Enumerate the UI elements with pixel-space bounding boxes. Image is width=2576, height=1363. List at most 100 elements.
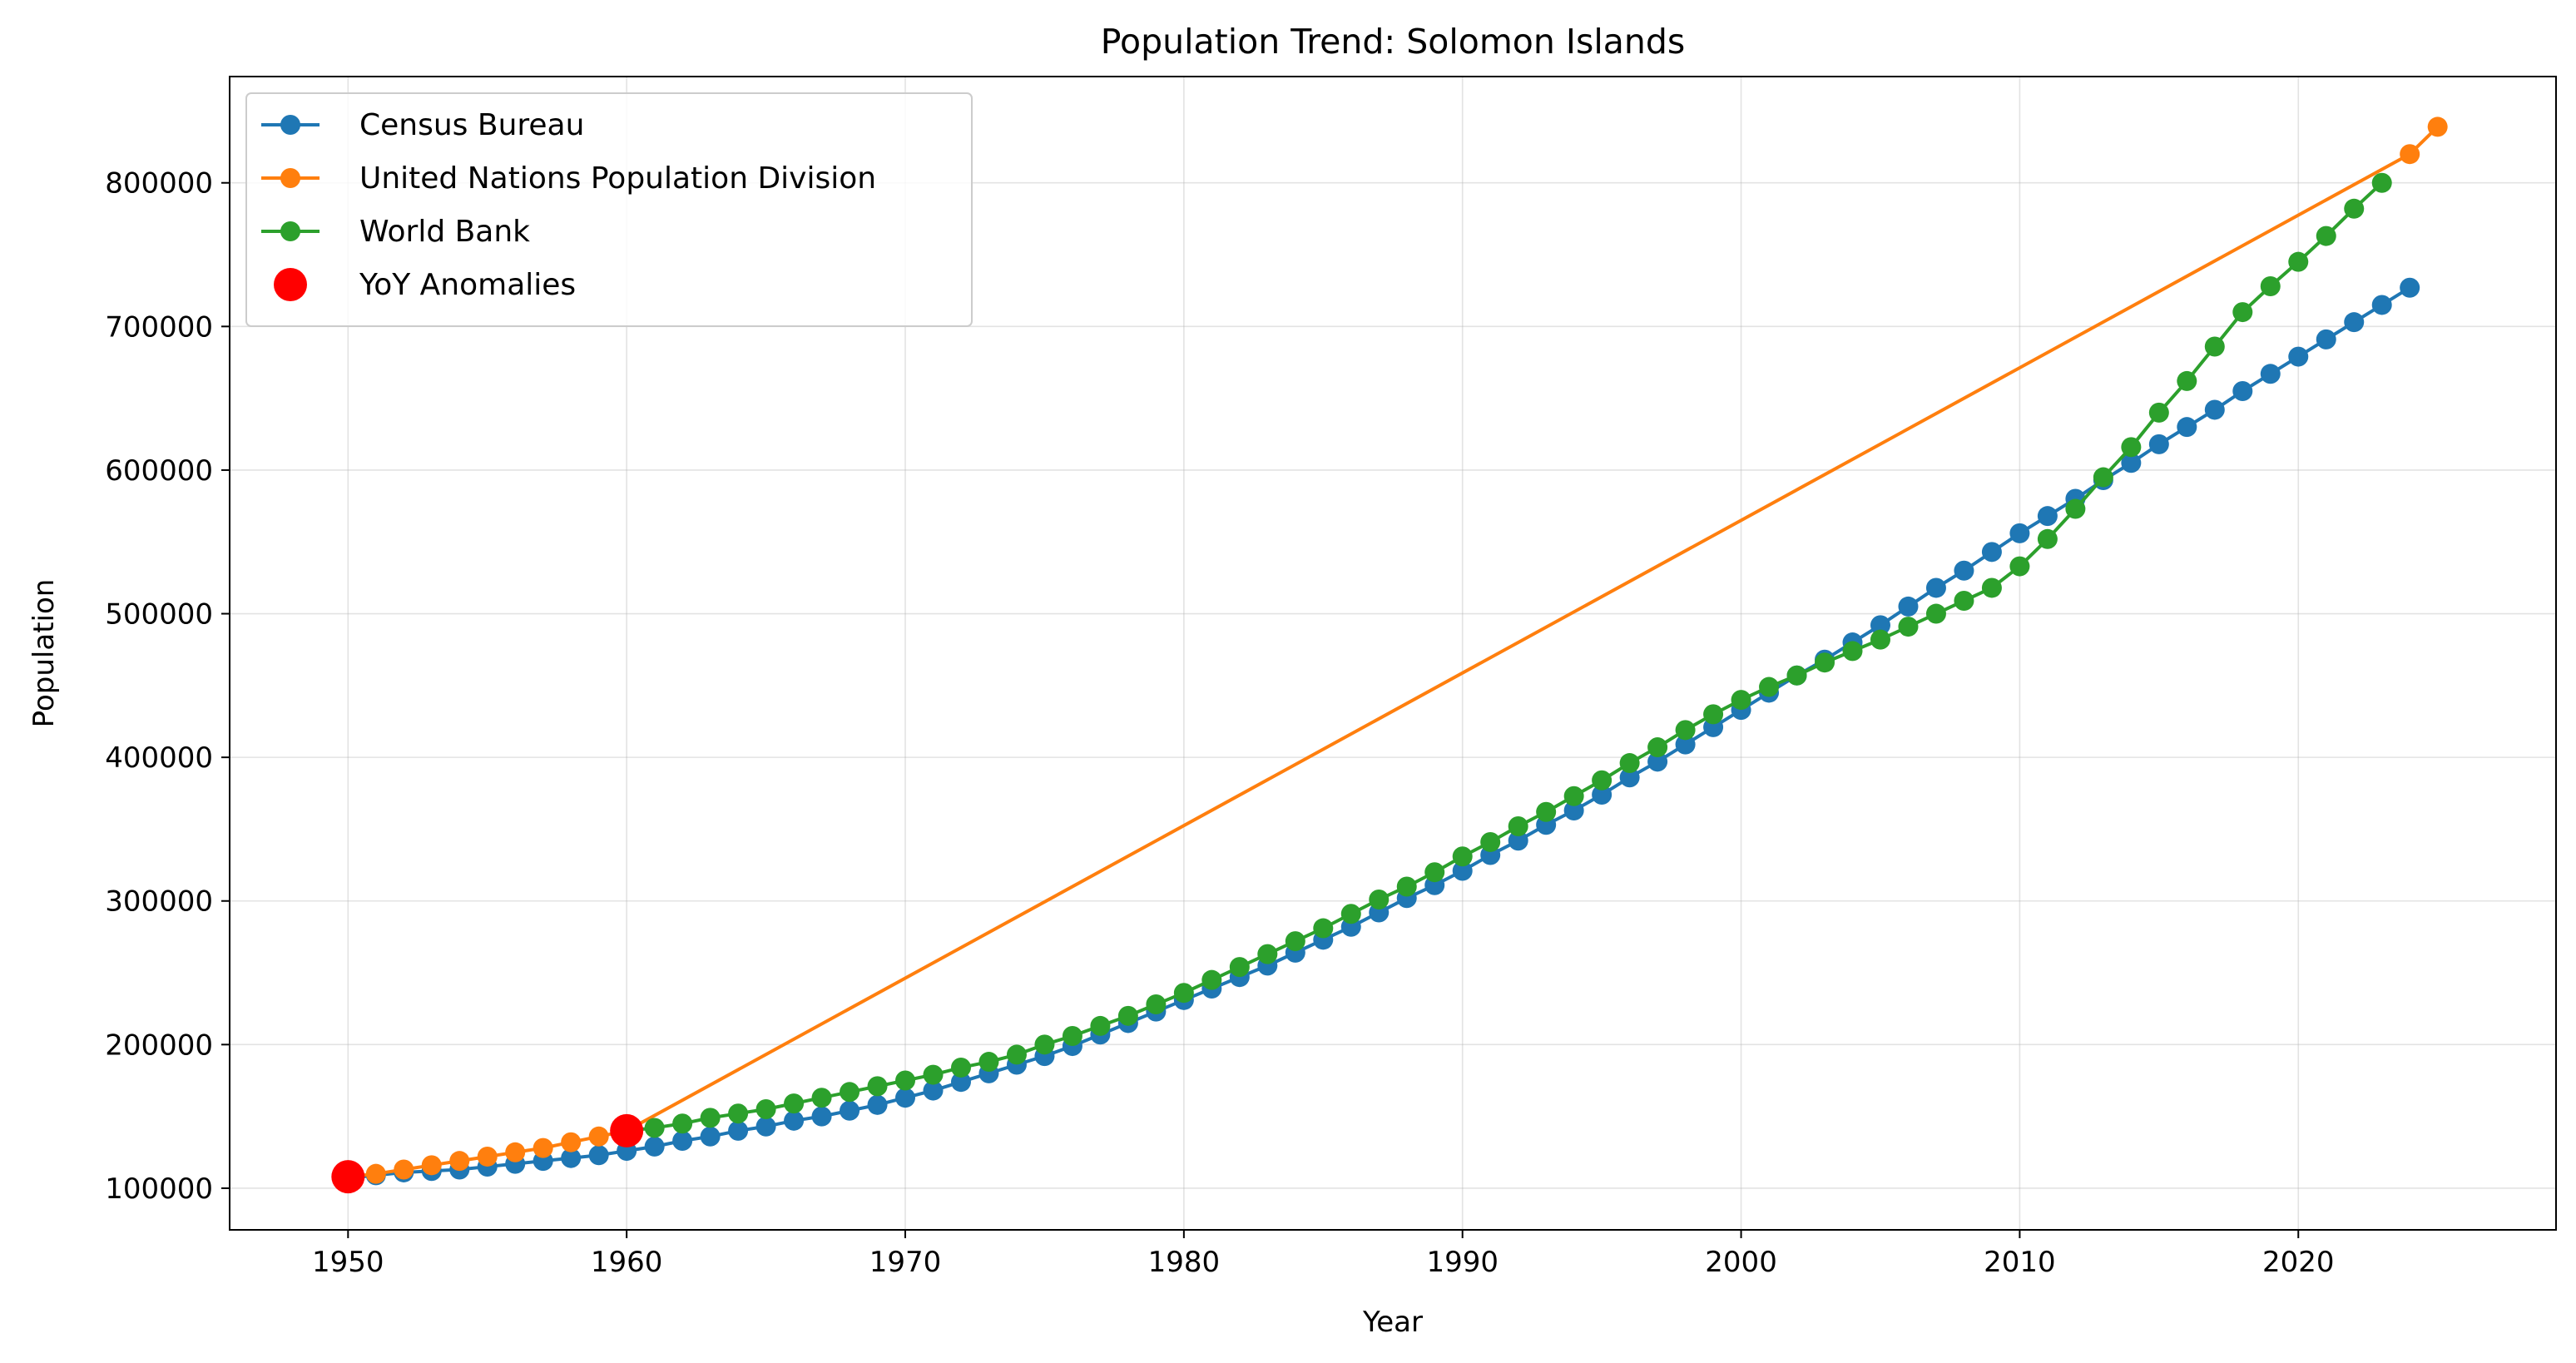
y-tick-label: 700000 <box>105 310 213 344</box>
plot-frame <box>229 76 2557 1231</box>
data-point <box>755 1099 776 1120</box>
data-point <box>1954 591 1974 611</box>
data-point <box>1173 983 1194 1004</box>
data-point <box>644 1118 665 1138</box>
data-point <box>1592 785 1612 805</box>
data-point <box>1117 1005 1138 1026</box>
x-axis-label: Year <box>1362 1306 1423 1339</box>
data-point <box>2009 556 2030 577</box>
data-point <box>1981 577 2002 598</box>
data-point <box>561 1132 582 1152</box>
data-point <box>923 1080 944 1101</box>
data-point <box>1981 542 2002 563</box>
series-line <box>626 181 2384 1133</box>
data-point <box>2037 506 2058 527</box>
data-point <box>1090 1015 1111 1036</box>
legend-marker <box>274 268 307 301</box>
data-point <box>2121 453 2142 473</box>
data-point <box>2288 251 2309 272</box>
legend-label: YoY Anomalies <box>359 268 576 302</box>
data-point <box>2344 198 2365 219</box>
y-tick-label: 600000 <box>105 454 213 488</box>
x-tick-label: 1960 <box>591 1246 663 1279</box>
data-point <box>588 1145 609 1166</box>
data-point <box>811 1106 832 1127</box>
data-point <box>811 1088 832 1108</box>
x-tick-label: 1970 <box>869 1246 942 1279</box>
data-point <box>700 1108 721 1128</box>
y-tick-label: 500000 <box>105 598 213 632</box>
data-point <box>895 1088 916 1108</box>
data-point <box>728 1120 749 1141</box>
data-point <box>1396 876 1417 897</box>
legend: Census Bureau United Nations Population D… <box>245 92 973 327</box>
legend-label: World Bank <box>359 215 530 249</box>
data-point <box>923 1064 944 1085</box>
data-point <box>1619 767 1640 788</box>
x-tick-label: 1990 <box>1426 1246 1499 1279</box>
data-point <box>978 1052 999 1073</box>
data-point <box>2204 399 2225 420</box>
data-point <box>1536 801 1557 822</box>
data-point <box>1508 830 1528 851</box>
data-point <box>2009 523 2030 543</box>
legend-entry: World Bank <box>261 215 530 249</box>
data-point <box>533 1137 553 1158</box>
data-point <box>2260 364 2281 384</box>
y-tick-label: 800000 <box>105 167 213 201</box>
legend-box <box>245 92 973 327</box>
data-point <box>2148 434 2169 454</box>
data-point <box>672 1130 693 1151</box>
data-point <box>895 1070 916 1091</box>
series-layer <box>331 116 2448 1194</box>
data-point <box>840 1100 860 1121</box>
y-tick-label: 400000 <box>105 741 213 775</box>
legend-marker <box>280 221 300 241</box>
legend-marker <box>280 115 300 135</box>
data-point <box>1313 918 1334 939</box>
y-tick-label: 200000 <box>105 1028 213 1062</box>
data-point <box>1870 615 1890 636</box>
data-point <box>2316 329 2336 349</box>
data-point <box>1340 904 1361 924</box>
data-point <box>1285 931 1305 952</box>
data-point <box>1842 641 1863 662</box>
data-point <box>1954 560 1974 581</box>
data-point <box>1006 1044 1027 1065</box>
data-point <box>1675 720 1696 741</box>
x-tick-label: 1980 <box>1148 1246 1221 1279</box>
data-point <box>1647 737 1668 758</box>
data-point <box>2232 302 2253 323</box>
data-point <box>2121 437 2142 458</box>
x-tick-label: 2000 <box>1705 1246 1777 1279</box>
y-tick-label: 300000 <box>105 885 213 919</box>
data-point <box>1146 994 1167 1015</box>
data-point <box>2260 276 2281 296</box>
data-point <box>477 1146 498 1167</box>
data-point <box>1452 860 1473 881</box>
data-point <box>365 1163 386 1184</box>
data-point <box>867 1094 888 1115</box>
data-point <box>2037 528 2058 549</box>
data-point <box>700 1126 721 1147</box>
data-point <box>588 1126 609 1147</box>
data-point <box>1703 704 1724 725</box>
data-point <box>1257 944 1278 964</box>
data-point <box>1369 890 1390 910</box>
data-point <box>2288 346 2309 367</box>
data-point <box>1619 753 1640 774</box>
x-tick-label: 2020 <box>2262 1246 2335 1279</box>
data-point <box>2371 172 2392 193</box>
data-point <box>755 1116 776 1137</box>
anomaly-point <box>610 1113 644 1147</box>
data-point <box>2177 370 2197 391</box>
data-point <box>1034 1034 1055 1055</box>
data-point <box>644 1136 665 1157</box>
legend-entry: United Nations Population Division <box>261 161 876 196</box>
legend-entry: YoY Anomalies <box>274 268 576 302</box>
data-point <box>1452 846 1473 867</box>
data-point <box>394 1159 414 1180</box>
data-point <box>1508 815 1528 836</box>
data-point <box>2400 144 2420 165</box>
data-point <box>1647 751 1668 772</box>
